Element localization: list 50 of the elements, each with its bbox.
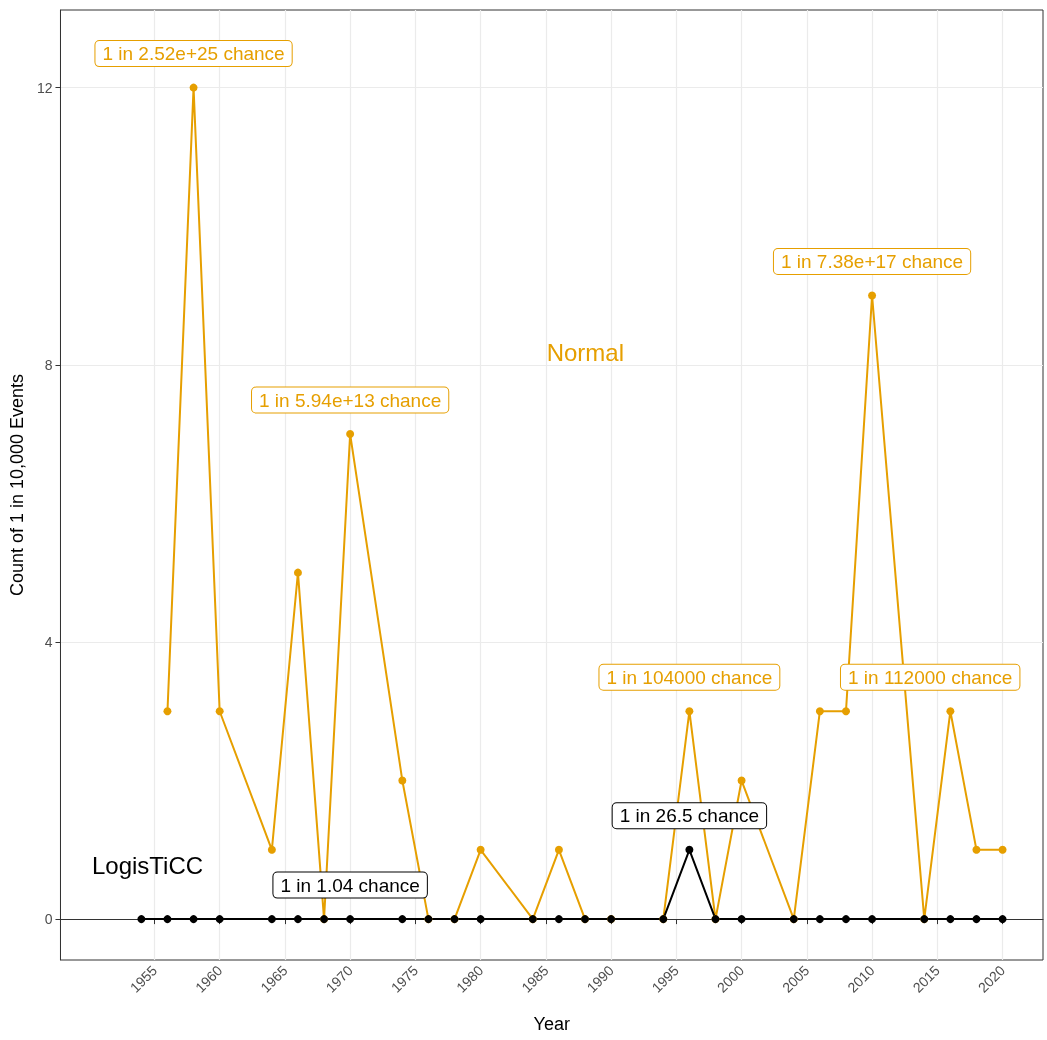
point (972, 845, 981, 854)
point (868, 915, 877, 924)
point (737, 915, 746, 924)
point (737, 776, 746, 785)
point (815, 915, 824, 924)
y-tick-label: 8 (44, 356, 53, 373)
point (685, 845, 694, 854)
point (215, 915, 224, 924)
point (293, 568, 302, 577)
point (346, 430, 355, 439)
annotation: 1 in 5.94e+13 chance (259, 389, 442, 411)
point (346, 915, 355, 924)
point (554, 845, 563, 854)
point (946, 915, 955, 924)
point (998, 845, 1007, 854)
point (267, 845, 276, 854)
annotation: 1 in 2.52e+25 chance (102, 43, 285, 65)
y-axis-title: Count of 1 in 10,000 Events (7, 373, 27, 597)
point (841, 915, 850, 924)
annotation: 1 in 104000 chance (606, 666, 773, 688)
text: Normal (546, 338, 624, 366)
point (215, 707, 224, 716)
point (293, 915, 302, 924)
point (868, 291, 877, 300)
y-tick-label: 4 (44, 633, 53, 650)
point (398, 915, 407, 924)
point (476, 915, 485, 924)
series-label: LogisTiCC (91, 851, 204, 879)
annotation: 1 in 1.04 chance (280, 874, 420, 896)
annotation: 1 in 112000 chance (847, 666, 1013, 688)
point (163, 915, 172, 924)
point (476, 845, 485, 854)
point (685, 707, 694, 716)
point (398, 776, 407, 785)
point (267, 915, 276, 924)
point (998, 915, 1007, 924)
point (841, 707, 850, 716)
point (972, 915, 981, 924)
point (554, 915, 563, 924)
point (163, 707, 172, 716)
annotation: 1 in 26.5 chance (619, 805, 760, 827)
point (189, 915, 198, 924)
point (189, 83, 198, 92)
y-tick-label: 12 (36, 79, 53, 96)
point (946, 707, 955, 716)
point (137, 915, 146, 924)
annotation: 1 in 7.38e+17 chance (780, 250, 964, 272)
point (815, 707, 824, 716)
y-tick-label: 0 (44, 911, 53, 928)
x-axis-title: Year (533, 1014, 570, 1034)
